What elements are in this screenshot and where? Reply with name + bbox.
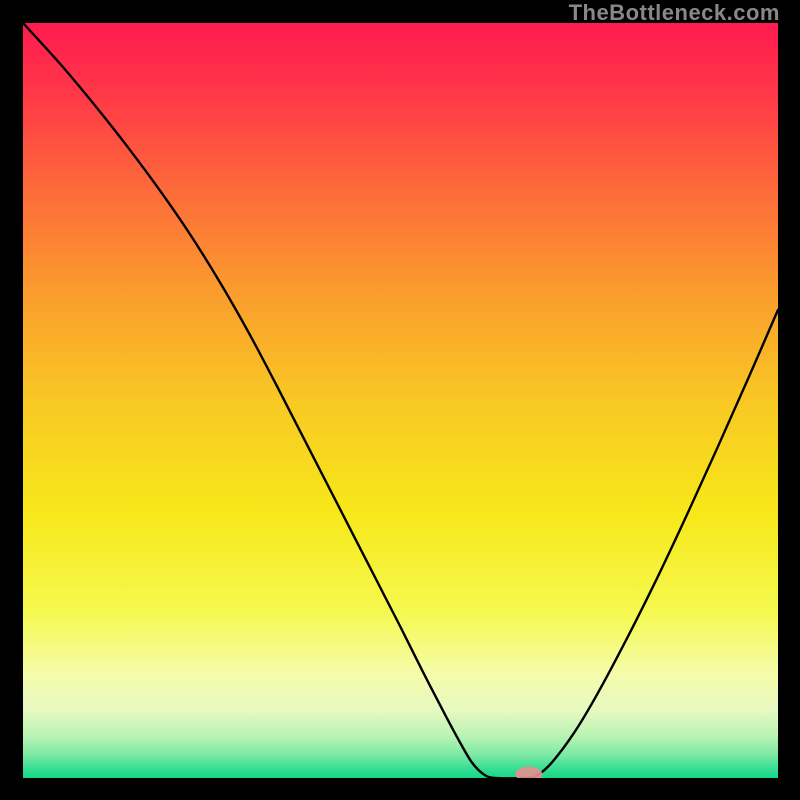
watermark-text: TheBottleneck.com xyxy=(569,0,780,26)
chart-svg xyxy=(23,23,778,778)
gradient-background xyxy=(23,23,778,778)
plot-area xyxy=(23,23,778,778)
chart-container: TheBottleneck.com xyxy=(0,0,800,800)
